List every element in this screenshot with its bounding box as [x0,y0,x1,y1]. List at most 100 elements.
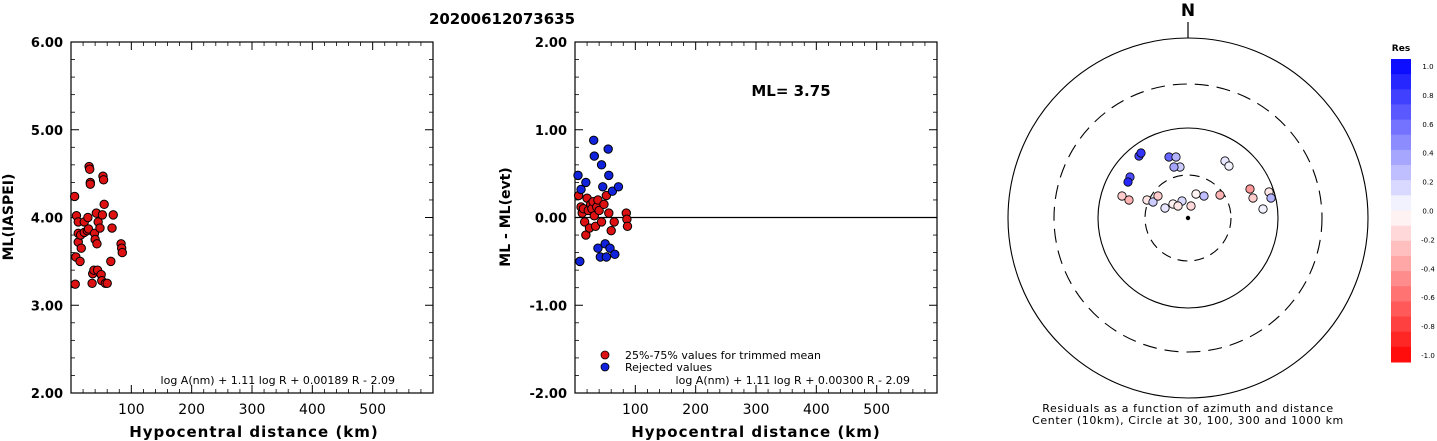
panel1-point [99,199,109,210]
figure-title: 20200612073635 [429,10,575,28]
polar-caption-line1: Residuals as a function of azimuth and d… [1042,402,1333,415]
panel1-point [117,247,127,258]
panel1-point [69,191,80,202]
panel1-ytick-label: 3.00 [31,299,63,314]
panel2-xtick-label: 200 [682,402,709,418]
station-residual-point [1148,197,1158,207]
panel1-point [75,256,85,267]
panel2-xtick-label: 400 [803,402,830,418]
station-residual-point [1117,191,1127,201]
colorbar-cell [1391,271,1411,287]
panel2-ytick-label: 2.00 [535,36,567,51]
station-residual-point [1173,201,1183,211]
colorbar-tick-label: 0.0 [1422,208,1433,216]
station-residual-point [1169,162,1179,172]
station-residual-point [1123,177,1133,187]
panel2-rejected-point [575,256,585,267]
ring-30km [1144,174,1232,262]
panel1-ytick-label: 6.00 [31,36,63,51]
colorbar-cell [1391,301,1411,318]
colorbar-cell [1391,134,1411,151]
panel1-point [108,210,118,220]
panel2-point [606,225,616,236]
colorbar-cell [1391,316,1411,333]
colorbar-cell [1391,74,1411,90]
station-residual-point [1215,190,1225,200]
panel1-ytick-label: 4.00 [31,212,63,227]
ring-1000km [1007,37,1369,399]
colorbar-cell [1391,225,1411,242]
panel1-point [102,278,112,289]
station-residual-point [1258,204,1268,214]
panel1-point [92,239,102,249]
panel1-frame [70,41,434,394]
panel2-ylabel: ML - ML(evt) [498,167,514,266]
panel1-xtick-label: 100 [118,402,145,418]
panel1-xtick-label: 500 [359,402,386,418]
colorbar-cell [1391,104,1411,121]
panel2-point [622,221,633,231]
panel2-rejected-point [605,243,615,253]
ml-vs-distance-panel: 100 200 300 400 500 2.00 3.00 4.00 5.00 6.00 log … [1,36,434,441]
colorbar-tick-label: -0.8 [1421,323,1435,331]
panel2-rejected-point [610,249,620,260]
panel2-rejected-point [581,177,591,188]
colorbar-cell [1391,240,1411,257]
colorbar-cell [1391,165,1411,181]
panel2-point [579,217,590,227]
station-residual-point [1224,161,1234,171]
colorbar-title: Res [1392,44,1410,54]
panel2-rejected-point [598,182,608,192]
station-residual-point [1160,203,1170,213]
panel2-rejected-point [593,243,603,253]
panel1-ytick-label: 2.00 [31,387,63,402]
legend-rejected-marker [600,362,610,372]
panel2-formula: log A(nm) + 1.11 log R + 0.00300 R - 2.0… [676,374,910,387]
panel2-xtick-label: 500 [863,402,890,418]
panel2-rejected-point [596,160,607,170]
panel1-xtick-label: 200 [178,402,205,418]
panel1-ylabel: ML(IASPEI) [1,174,17,261]
colorbar-cell [1391,331,1411,348]
colorbar-cell [1391,59,1411,75]
panel2-rejected-point [603,144,613,154]
panel2-rejected-point [604,170,614,181]
ring-100km [1097,127,1279,309]
panel2-point [599,199,609,210]
station-residual-point [1186,201,1196,211]
colorbar-tick-label: -0.2 [1421,236,1435,244]
panel1-point [85,164,95,174]
colorbar-cell [1391,346,1411,363]
station-residual-point [1153,191,1163,201]
residual-colorbar: Res 1.0 0.8 0.6 0.4 0.2 0.0 -0.2 -0.4 -0.6 -0.8 -1… [1391,44,1435,363]
colorbar-tick-label: 1.0 [1422,63,1433,71]
panel2-rejected-point [576,184,586,195]
panel2-point [609,217,619,227]
ring-300km [1053,83,1323,353]
colorbar-tick-label: -0.4 [1421,265,1435,273]
station-residual-point [1171,152,1181,162]
colorbar-cell [1391,286,1411,302]
epicenter-dot [1185,215,1191,221]
panel1-formula: log A(nm) + 1.11 log R + 0.00189 R - 2.0… [161,374,395,387]
panel2-point [596,217,607,227]
colorbar-cell [1391,89,1411,105]
colorbar-cell [1391,149,1411,166]
panel1-point [85,179,96,189]
panel2-ytick-label: -1.00 [530,299,567,314]
panel2-rejected-point [589,135,599,145]
polar-caption-line2: Center (10km), Circle at 30, 100, 300 an… [1032,414,1344,427]
colorbar-tick-label: -1.0 [1421,352,1435,360]
panel2-ml-annotation: ML= 3.75 [751,82,830,100]
panel1-xlabel: Hypocentral distance (km) [129,423,379,441]
station-residual-point [1136,148,1146,158]
panel1-ytick-label: 5.00 [31,124,63,139]
colorbar-tick-label: -0.6 [1421,294,1435,302]
station-residual-point [1191,189,1201,199]
panel1-point [95,223,105,233]
colorbar-cell [1391,210,1411,227]
panel2-xtick-label: 100 [622,402,649,418]
north-label: N [1181,1,1195,21]
panel1-point [83,212,93,223]
